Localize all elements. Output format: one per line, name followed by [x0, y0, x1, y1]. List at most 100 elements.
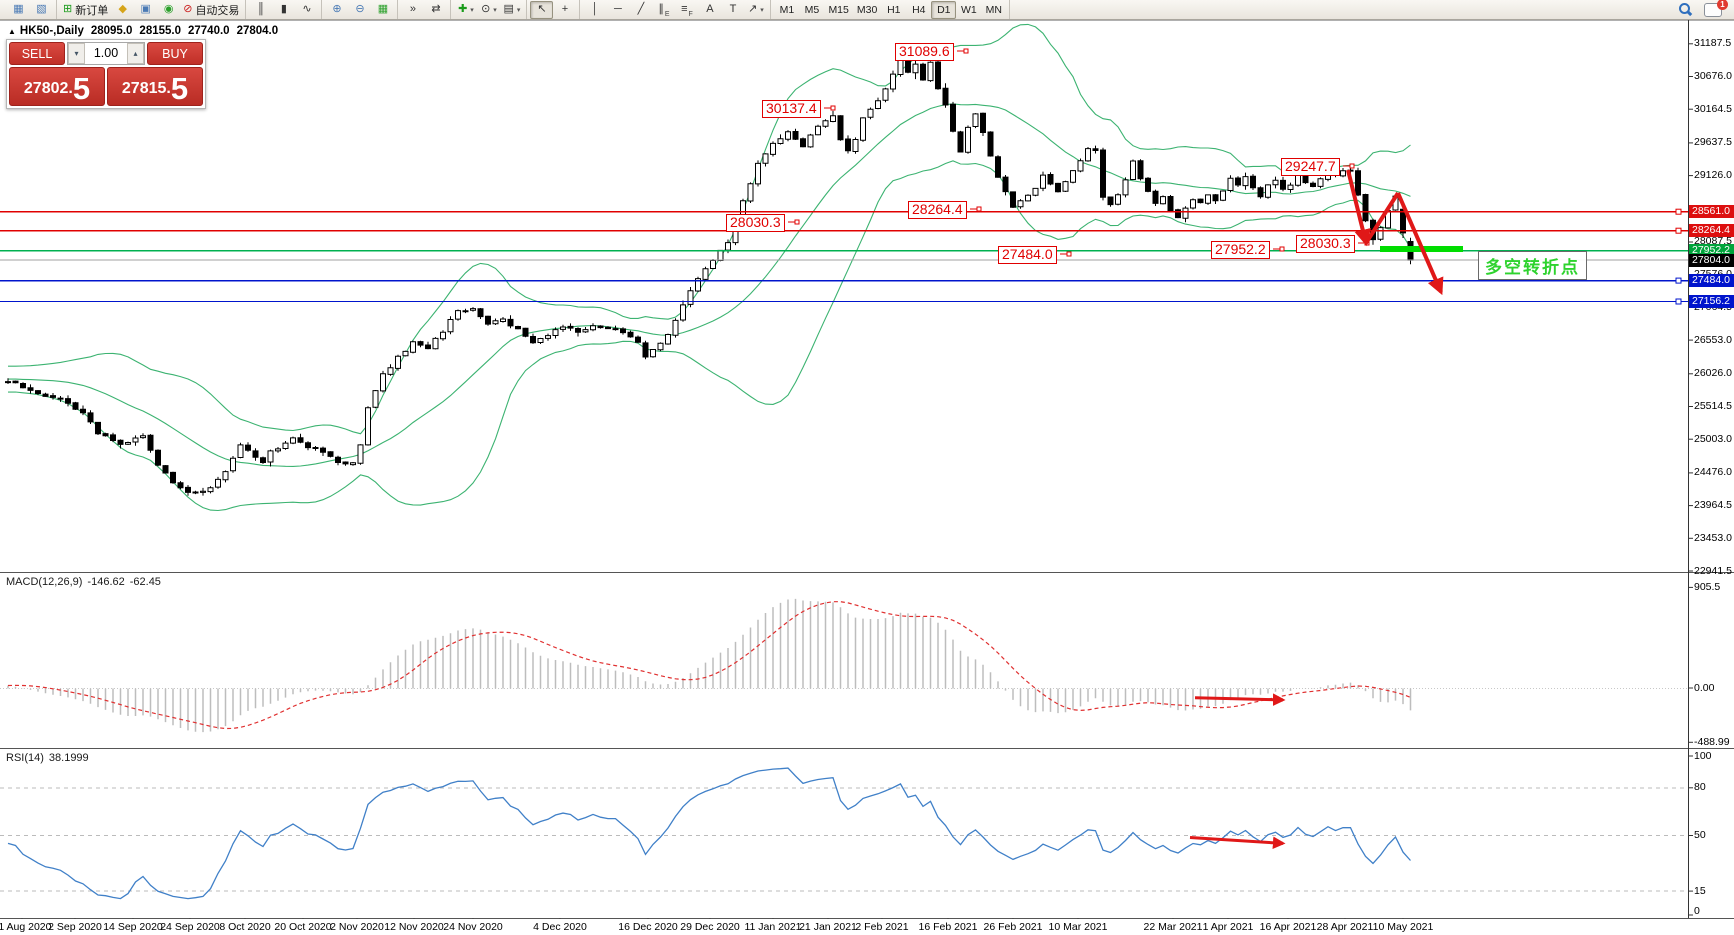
volume-input[interactable]: 1.00 [93, 46, 119, 60]
price-axis-bid-label: 27804.0 [1689, 253, 1734, 267]
price-axis-tick-label: 29637.5 [1694, 136, 1732, 149]
price-axis-tick-label: 31187.5 [1694, 37, 1732, 50]
metaeditor-button[interactable]: ◆ [111, 1, 134, 19]
new-chart-icon: ▦ [13, 3, 24, 15]
auto-scroll-button[interactable]: » [401, 1, 424, 19]
cursor-button[interactable]: ↖ [530, 0, 554, 19]
macd-axis-label: -488.99 [1694, 735, 1730, 748]
autotrading-label: 自动交易 [195, 4, 240, 17]
bar-chart-button[interactable]: ║ [249, 1, 272, 19]
crosshair-button[interactable]: + [553, 1, 576, 19]
collapse-ohlc-icon[interactable]: ▲ [8, 27, 16, 36]
equidistant-channel-button[interactable]: ∥ E [652, 1, 675, 19]
time-axis-label: 29 Dec 2020 [680, 921, 740, 933]
price-annotation[interactable]: 28264.4 [908, 201, 967, 219]
price-annotation[interactable]: 28030.3 [726, 214, 785, 232]
market-watch-button[interactable]: ◉ [157, 1, 180, 19]
market-watch-icon: ◉ [163, 3, 174, 15]
timeframe-M1[interactable]: M1 [779, 3, 795, 16]
timeframe-H4[interactable]: H4 [912, 3, 926, 16]
timeframe-W1[interactable]: W1 [960, 3, 977, 16]
horizontal-line-icon: ─ [614, 3, 622, 15]
symbol-title: HK50-,Daily [19, 25, 84, 37]
periods-button[interactable]: ⊙ ▾ [477, 1, 500, 19]
quote-high: 28155.0 [139, 25, 181, 37]
toolbar-group: ↖ + [527, 0, 581, 19]
dropdown-arrow-icon: ▾ [493, 6, 497, 14]
price-annotation[interactable]: 27952.2 [1211, 241, 1270, 259]
timeframe-M30[interactable]: M30 [856, 3, 878, 16]
templates-button[interactable]: ▤ ▾ [500, 1, 523, 19]
trendline-button[interactable]: ╱ [629, 1, 652, 19]
rsi-value: 38.1999 [48, 752, 89, 764]
time-axis-label: 14 Sep 2020 [103, 921, 163, 933]
search-icon[interactable] [1679, 3, 1692, 16]
sell-price[interactable]: 27802. 5 [9, 67, 105, 106]
navigator-button[interactable]: ▣ [134, 1, 157, 19]
timeframe-MN[interactable]: MN [985, 3, 1002, 16]
timeframe-D1[interactable]: D1 [931, 0, 957, 19]
text-label-button[interactable]: T [721, 1, 744, 19]
price-axis-red-label: 28264.4 [1689, 224, 1734, 238]
price-chart-canvas[interactable] [0, 20, 1734, 935]
macd-signal-value: -62.45 [129, 576, 161, 588]
turning-point-note[interactable]: 多空转折点 [1478, 251, 1587, 280]
autotrading-icon: ⊘ [183, 3, 193, 15]
main-toolbar: ▦ ▧ ⊞ 新订单 ◆ ▣ ◉ ⊘ 自动交易 ║ ▮ ∿ ⊕ ⊖ ▦» ⇄ ✚ ▾ ⊙ ▾ ▤ ▾ ↖ + │ ─ ╱ ∥ E ≡ F A T ↗… [0, 0, 1734, 20]
zoom-out-button[interactable]: ⊖ [348, 1, 371, 19]
profiles-icon: ▧ [36, 3, 47, 15]
toolbar-groups: ▦ ▧ ⊞ 新订单 ◆ ▣ ◉ ⊘ 自动交易 ║ ▮ ∿ ⊕ ⊖ ▦» ⇄ ✚ ▾ ⊙ ▾ ▤ ▾ ↖ + │ ─ ╱ ∥ E ≡ F A T ↗… [4, 0, 1011, 19]
price-annotation[interactable]: 28030.3 [1296, 235, 1355, 253]
toolbar-group: ⊕ ⊖ ▦ [322, 0, 399, 19]
rsi-indicator-label: RSI(14) 38.1999 [6, 752, 94, 764]
new-chart-button[interactable]: ▦ [7, 1, 30, 19]
candlestick-chart-button[interactable]: ▮ [272, 1, 295, 19]
time-axis-label: 11 Jan 2021 [744, 921, 802, 933]
line-chart-button[interactable]: ∿ [295, 1, 318, 19]
price-annotation[interactable]: 27484.0 [998, 246, 1057, 264]
price-annotation[interactable]: 29247.7 [1281, 158, 1340, 176]
profiles-button[interactable]: ▧ [30, 1, 53, 19]
buy-button[interactable]: BUY [147, 42, 203, 65]
bar-chart-icon: ║ [257, 3, 265, 15]
tile-windows-button[interactable]: ▦ [371, 1, 394, 19]
buy-price[interactable]: 27815. 5 [107, 67, 203, 106]
chat-icon[interactable]: 1 [1704, 0, 1728, 17]
new-order-button[interactable]: ⊞ 新订单 [60, 1, 111, 19]
volume-increase-button[interactable]: ▴ [127, 43, 144, 64]
timeframe-M5[interactable]: M5 [804, 3, 820, 16]
volume-decrease-button[interactable]: ▾ [68, 43, 85, 64]
text-button[interactable]: A [698, 1, 721, 19]
time-axis-label: 1 Apr 2021 [1202, 921, 1254, 933]
rsi-axis-label: 50 [1694, 829, 1706, 841]
time-axis-label: 21 Aug 2020 [0, 921, 52, 933]
indicators-button[interactable]: ✚ ▾ [454, 1, 477, 19]
timeframe-H1[interactable]: H1 [887, 3, 901, 16]
rsi-name: RSI(14) [6, 752, 44, 764]
sell-button[interactable]: SELL [9, 42, 65, 65]
time-axis-label: 2 Nov 2020 [330, 921, 384, 933]
horizontal-line-button[interactable]: ─ [606, 1, 629, 19]
templates-icon: ▤ [503, 3, 514, 15]
price-annotation[interactable]: 31089.6 [895, 43, 954, 61]
fibonacci-button[interactable]: ≡ F [675, 1, 698, 19]
autotrading-button[interactable]: ⊘ 自动交易 [180, 1, 242, 19]
time-axis-label: 28 Apr 2021 [1316, 921, 1374, 933]
time-axis-label: 10 May 2021 [1372, 921, 1434, 933]
time-axis-label: 26 Feb 2021 [983, 921, 1043, 933]
zoom-in-button[interactable]: ⊕ [325, 1, 348, 19]
quote-open: 28095.0 [90, 25, 133, 37]
fibonacci-sub-icon: F [688, 10, 693, 18]
timeframe-M15[interactable]: M15 [828, 3, 849, 16]
equidistant-channel-icon: ∥ [658, 3, 664, 15]
arrows-button[interactable]: ↗ ▾ [744, 1, 767, 19]
price-axis-blue-label: 27484.0 [1689, 274, 1734, 288]
chart-shift-button[interactable]: ⇄ [424, 1, 447, 19]
price-axis-tick-label: 30164.5 [1694, 102, 1732, 115]
toolbar-group: » ⇄ [398, 0, 452, 19]
price-annotation[interactable]: 30137.4 [762, 100, 821, 118]
price-axis-tick-label: 22941.5 [1694, 564, 1732, 577]
time-axis-label: 16 Apr 2021 [1259, 921, 1317, 933]
vertical-line-button[interactable]: │ [583, 1, 606, 19]
